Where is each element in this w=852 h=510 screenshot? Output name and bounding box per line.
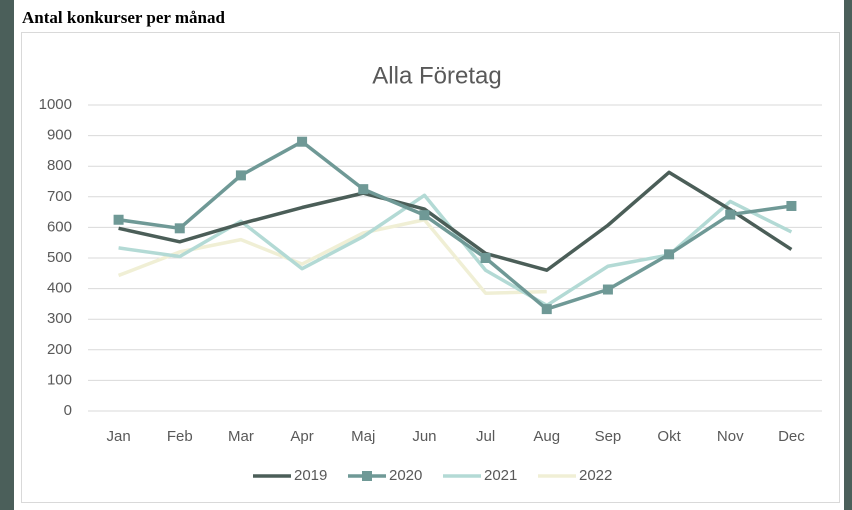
heading: Antal konkurser per månad	[22, 8, 225, 27]
legend-marker	[362, 471, 372, 481]
y-tick-label: 0	[64, 402, 72, 419]
marker	[725, 209, 736, 220]
legend-label: 2022	[579, 467, 612, 484]
y-tick-label: 600	[47, 218, 72, 235]
marker	[480, 253, 491, 263]
x-tick-label: Jan	[106, 428, 130, 445]
x-tick-label: Okt	[657, 428, 681, 445]
x-tick-label: Feb	[167, 428, 193, 445]
chart-title: Alla Företag	[372, 62, 501, 89]
y-tick-label: 900	[47, 127, 72, 144]
x-tick-label: Sep	[595, 428, 622, 445]
x-tick-label: Jul	[476, 428, 495, 445]
line-series	[118, 139, 792, 311]
y-tick-label: 700	[47, 188, 72, 205]
x-tick-label: Nov	[717, 428, 744, 445]
legend-label: 2021	[484, 467, 517, 484]
y-tick-label: 500	[47, 249, 72, 266]
marker	[174, 223, 185, 234]
marker	[358, 184, 369, 195]
x-tick-label: Apr	[290, 428, 313, 445]
y-tick-label: 100	[47, 371, 72, 388]
legend-label: 2020	[389, 467, 422, 484]
x-tick-label: Aug	[533, 428, 560, 445]
marker	[664, 249, 675, 260]
x-tick-label: Maj	[351, 428, 375, 445]
marker	[297, 136, 308, 147]
x-tick-label: Mar	[228, 428, 254, 445]
x-tick-label: Dec	[778, 428, 805, 445]
marker	[602, 284, 613, 295]
line-series	[118, 170, 793, 272]
marker	[541, 304, 552, 315]
x-tick-label: Jun	[412, 428, 436, 445]
y-tick-label: 200	[47, 341, 72, 358]
marker	[419, 210, 430, 221]
y-tick-label: 1000	[39, 96, 72, 113]
panel: Antal konkurser per månad	[14, 0, 844, 510]
chart-border	[21, 32, 840, 503]
y-tick-label: 300	[47, 310, 72, 327]
marker	[786, 200, 797, 211]
legend-label: 2019	[294, 467, 327, 484]
y-tick-label: 800	[47, 157, 72, 174]
y-tick-label: 400	[47, 280, 72, 297]
marker	[113, 214, 124, 225]
marker	[235, 170, 246, 181]
